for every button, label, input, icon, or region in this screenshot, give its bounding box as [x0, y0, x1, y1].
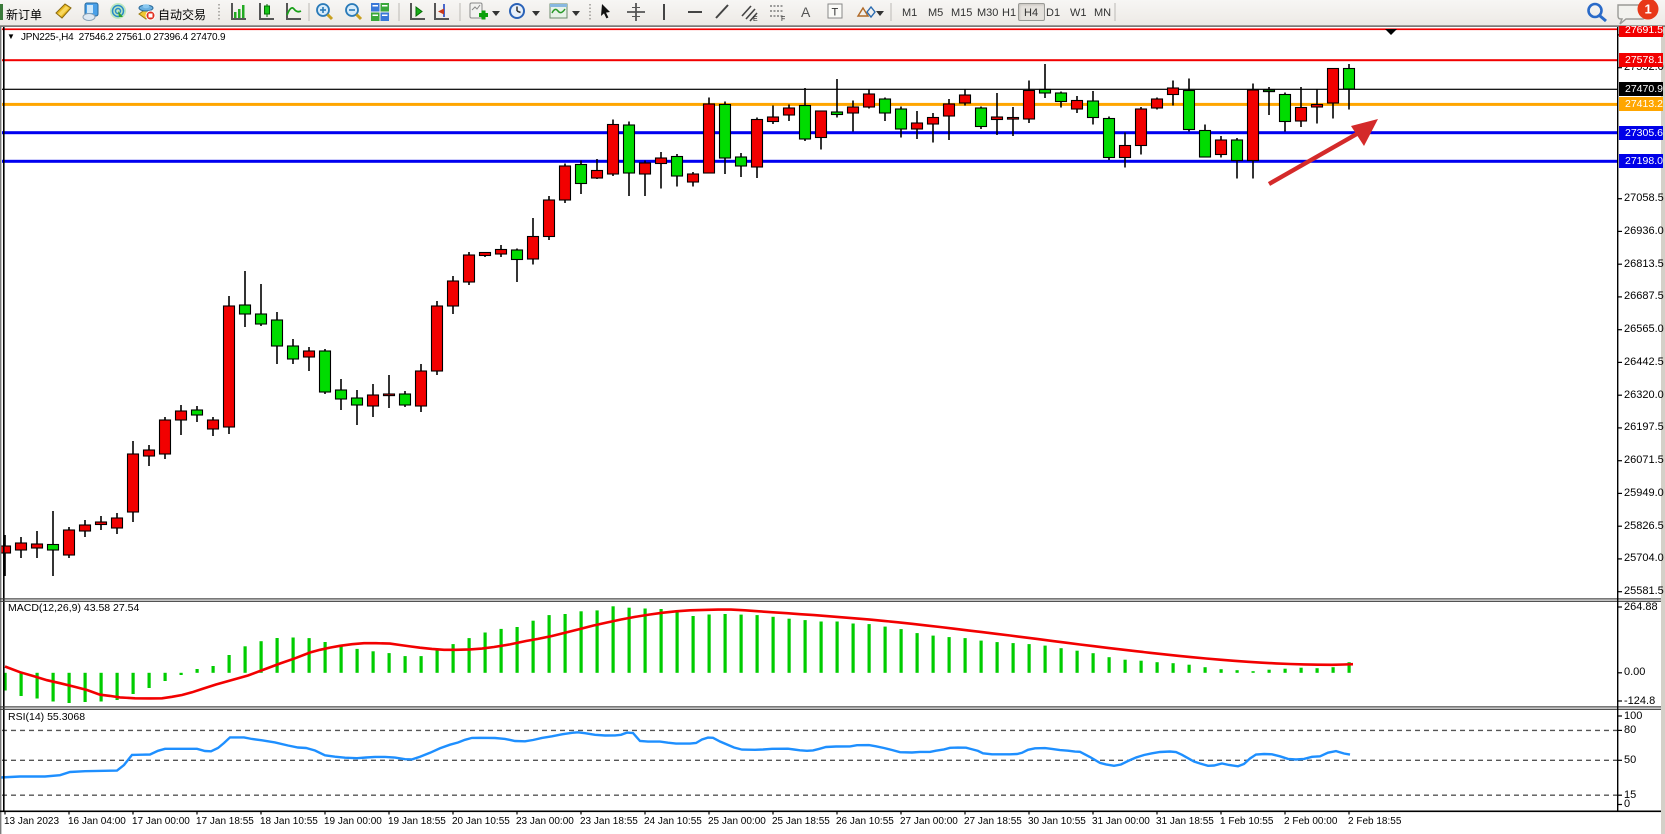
- svg-text:1: 1: [1645, 2, 1652, 17]
- svg-text:F: F: [781, 16, 785, 23]
- svg-text:E: E: [753, 16, 758, 23]
- svg-text:A: A: [801, 4, 811, 20]
- svg-text:T: T: [832, 7, 839, 19]
